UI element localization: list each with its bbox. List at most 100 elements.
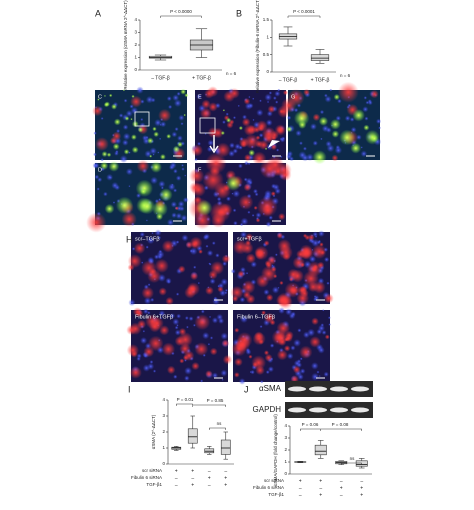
condition-label: Fibulin 6 siRNA [253, 485, 284, 490]
nucleus [125, 168, 133, 176]
red-stain [276, 321, 290, 335]
inset-box [199, 117, 216, 134]
box [310, 54, 330, 61]
red-stain [121, 211, 137, 227]
red-stain [252, 332, 266, 346]
inset-box [134, 111, 150, 127]
red-stain [300, 289, 309, 298]
nucleus [302, 331, 310, 339]
red-stain [312, 113, 321, 122]
y-tick-label: 0 [162, 461, 165, 466]
nucleus [182, 197, 189, 203]
red-stain [141, 286, 154, 300]
box [220, 439, 231, 455]
nucleus [149, 360, 154, 364]
nucleus [260, 380, 264, 384]
red-stain [245, 239, 252, 246]
y-tick-label: 4 [134, 17, 137, 22]
nucleus [196, 93, 202, 100]
micrograph: D [86, 159, 189, 233]
green-stain [122, 89, 125, 92]
red-stain [217, 286, 224, 293]
nucleus [123, 98, 128, 103]
red-stain [255, 218, 261, 223]
nucleus [173, 168, 178, 174]
green-stain [103, 94, 106, 97]
annotation: P = 0.01 [177, 397, 194, 402]
panel-label: B [236, 8, 242, 18]
significance-bracket [192, 404, 226, 407]
red-stain [191, 361, 200, 371]
y-tick-label: 0 [266, 69, 269, 74]
red-stain [278, 213, 286, 221]
nucleus [220, 278, 228, 286]
nucleus [252, 97, 255, 100]
green-stain [104, 203, 115, 214]
condition-label: scr siRNA [142, 468, 162, 473]
nucleus [189, 249, 194, 253]
nucleus [286, 153, 293, 160]
green-stain [196, 199, 213, 216]
y-tick-label: 2 [284, 447, 287, 452]
nucleus [136, 356, 141, 362]
red-stain [331, 154, 339, 162]
condition-mark: + [208, 475, 211, 481]
green-stain [103, 102, 109, 108]
condition-mark: + [319, 492, 322, 498]
panel-label: G [291, 94, 295, 100]
nucleus [249, 370, 252, 374]
red-stain [302, 233, 308, 238]
red-stain [263, 132, 275, 144]
green-stain [159, 188, 173, 202]
nucleus [245, 271, 249, 275]
green-stain [101, 151, 108, 158]
nucleus [122, 139, 129, 146]
panel-label: A [95, 8, 101, 18]
condition-mark: – [340, 492, 343, 498]
green-stain [293, 110, 310, 127]
nucleus [170, 201, 178, 208]
green-stain [312, 150, 327, 165]
y-tick-label: 1 [266, 35, 269, 40]
red-stain [266, 293, 274, 302]
annotation: ns [350, 456, 356, 461]
micrograph: Fibulin 6–TGFβ [231, 307, 331, 385]
red-stain [228, 87, 240, 99]
green-stain [339, 129, 355, 146]
green-stain [177, 141, 183, 148]
panel-label: I [128, 384, 131, 394]
red-stain [312, 264, 319, 270]
red-stain [205, 152, 227, 175]
nucleus [299, 141, 303, 146]
nucleus [215, 253, 220, 258]
red-stain [253, 205, 258, 210]
nucleus [207, 139, 214, 147]
nucleus [173, 188, 178, 193]
nucleus [239, 222, 244, 227]
condition-mark: – [299, 492, 302, 498]
nucleus [93, 152, 97, 157]
red-stain [275, 294, 289, 307]
nucleus [220, 332, 229, 340]
nucleus [106, 173, 114, 181]
red-stain [300, 262, 305, 268]
condition-mark: + [175, 468, 178, 474]
condition-mark: – [340, 478, 343, 484]
nucleus [100, 158, 104, 162]
nucleus [247, 162, 251, 166]
red-stain [267, 105, 276, 114]
condition-label: Fibulin 6 siRNA [131, 475, 162, 480]
red-stain [174, 206, 179, 211]
nucleus [149, 147, 157, 155]
red-stain [161, 240, 175, 253]
red-stain [158, 287, 167, 296]
red-stain [94, 137, 109, 152]
nucleus [112, 201, 116, 204]
red-stain [243, 183, 252, 192]
arrow [268, 140, 280, 148]
nucleus [174, 127, 179, 132]
box [314, 444, 327, 456]
green-stain [155, 212, 164, 221]
nucleus [93, 131, 97, 135]
green-stain [286, 126, 293, 133]
